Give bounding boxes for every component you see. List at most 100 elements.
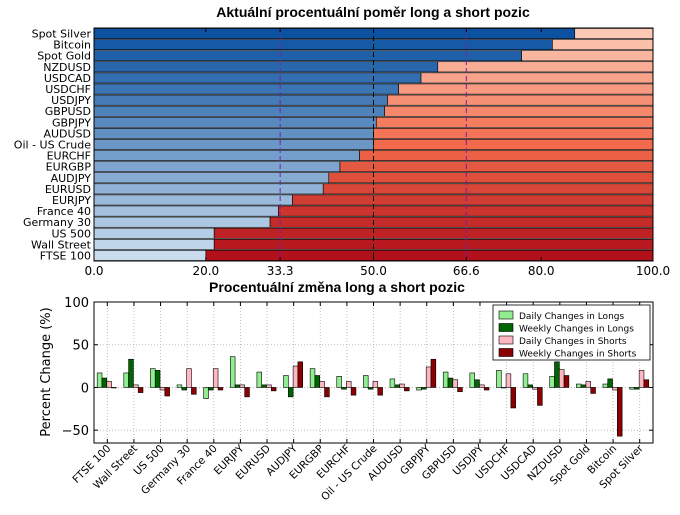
- bar-weekly-changes-in-shorts: [590, 387, 596, 394]
- bar-weekly-changes-in-longs: [500, 387, 507, 389]
- bar-daily-changes-in-longs: [256, 371, 262, 388]
- x-tick-label: 100.0: [636, 264, 670, 278]
- legend-swatch: [498, 310, 514, 320]
- bar-weekly-changes-in-shorts: [377, 387, 383, 396]
- short-bar-audusd: [373, 128, 654, 139]
- long-bar-usdcad: [93, 72, 422, 84]
- bar-weekly-changes-in-longs: [394, 384, 400, 388]
- x-tick-label: 33.3: [267, 264, 294, 278]
- bar-daily-changes-in-shorts: [346, 381, 352, 388]
- bar-weekly-changes-in-longs: [314, 375, 321, 388]
- bar-daily-changes-in-shorts: [239, 384, 245, 388]
- bar-daily-changes-in-shorts: [505, 373, 512, 388]
- short-bar-gbpjpy: [375, 116, 654, 128]
- legend-box: [492, 304, 651, 361]
- bar-daily-changes-in-longs: [229, 356, 236, 388]
- bar-daily-changes-in-shorts: [212, 368, 219, 388]
- bar-daily-changes-in-longs: [522, 373, 529, 388]
- category-label: Germany 30: [23, 216, 91, 229]
- bar-weekly-changes-in-longs: [261, 384, 267, 388]
- bar-weekly-changes-in-shorts: [244, 387, 250, 398]
- bar-daily-changes-in-longs: [496, 370, 502, 388]
- bar-daily-changes-in-shorts: [425, 366, 432, 388]
- bar-daily-changes-in-longs: [416, 387, 422, 391]
- legend-swatch: [498, 335, 514, 345]
- bar-weekly-changes-in-longs: [527, 384, 533, 388]
- category-label: US 500: [51, 227, 91, 240]
- short-bar-usdcad: [420, 72, 654, 84]
- short-bar-gbpusd: [384, 105, 654, 117]
- category-label: USDJPY: [51, 94, 91, 107]
- short-bar-eurchf: [359, 150, 654, 161]
- bar-daily-changes-in-longs: [336, 376, 342, 388]
- short-bar-spot-gold: [521, 50, 654, 62]
- legend-swatch: [498, 323, 514, 332]
- bar-daily-changes-in-shorts: [612, 387, 618, 391]
- category-label: USDCAD: [44, 72, 91, 85]
- bar-daily-changes-in-shorts: [292, 365, 299, 388]
- short-bar-germany-30: [269, 216, 654, 228]
- long-bar-nzdusd: [93, 61, 439, 73]
- long-bar-wall-street: [93, 238, 215, 250]
- bar-daily-changes-in-longs: [389, 378, 396, 388]
- long-bar-eurgbp: [93, 161, 341, 173]
- bar-weekly-changes-in-shorts: [617, 387, 623, 437]
- category-label: Spot Gold: [37, 50, 91, 63]
- bar-weekly-changes-in-longs: [367, 387, 374, 390]
- category-label: Spot Silver: [32, 28, 92, 41]
- bar-daily-changes-in-shorts: [159, 387, 166, 391]
- bar-weekly-changes-in-shorts: [510, 387, 516, 409]
- long-bar-gbpusd: [93, 105, 385, 117]
- bar-daily-changes-in-longs: [203, 387, 209, 399]
- long-bar-germany-30: [93, 216, 271, 228]
- category-label: FTSE 100: [40, 249, 91, 262]
- bar-weekly-changes-in-shorts: [350, 387, 357, 396]
- bar-daily-changes-in-shorts: [186, 368, 192, 388]
- category-label: GBPUSD: [45, 105, 91, 118]
- category-label: Bitcoin: [53, 39, 91, 52]
- x-tick-label: 80.0: [528, 264, 555, 278]
- category-label: EURGBP: [46, 161, 92, 174]
- bar-weekly-changes-in-shorts: [483, 387, 490, 391]
- y-tick-label: 100: [64, 296, 89, 311]
- y-tick-label: −50: [62, 424, 89, 439]
- bar-weekly-changes-in-shorts: [404, 387, 410, 392]
- long-bar-eurusd: [93, 183, 324, 195]
- long-bar-spot-gold: [93, 50, 522, 62]
- bar-daily-changes-in-longs: [283, 375, 289, 388]
- bar-weekly-changes-in-shorts: [270, 387, 277, 392]
- legend-label: Weekly Changes in Longs: [519, 325, 634, 335]
- legend-label: Weekly Changes in Shorts: [519, 350, 637, 360]
- legend-label: Daily Changes in Shorts: [519, 337, 627, 347]
- bar-weekly-changes-in-shorts: [430, 358, 437, 388]
- category-label: AUDJPY: [51, 172, 92, 185]
- bar-daily-changes-in-shorts: [638, 370, 645, 388]
- bar-daily-changes-in-shorts: [452, 379, 458, 388]
- bar-weekly-changes-in-shorts: [111, 387, 117, 389]
- bar-weekly-changes-in-longs: [101, 377, 108, 388]
- bar-weekly-changes-in-shorts: [297, 361, 303, 388]
- long-bar-ftse-100: [93, 250, 207, 261]
- bottom-chart-ylabel: Percent Change (%): [39, 307, 54, 436]
- bar-daily-changes-in-longs: [96, 372, 103, 388]
- category-label: AUDUSD: [43, 127, 91, 140]
- long-bar-oil-us-crude: [93, 139, 374, 150]
- bar-weekly-changes-in-shorts: [164, 387, 170, 397]
- bar-weekly-changes-in-shorts: [217, 387, 224, 391]
- short-bar-bitcoin: [552, 39, 654, 51]
- legend-swatch: [498, 348, 514, 357]
- category-label: EURUSD: [45, 183, 91, 196]
- short-bar-ftse-100: [205, 250, 654, 261]
- bar-daily-changes-in-longs: [469, 372, 475, 388]
- bar-weekly-changes-in-longs: [288, 387, 294, 398]
- y-tick-label: 0: [81, 381, 89, 396]
- bar-weekly-changes-in-longs: [580, 384, 587, 388]
- long-bar-gbpjpy: [93, 116, 377, 128]
- long-bar-eurchf: [93, 150, 360, 161]
- bar-weekly-changes-in-longs: [634, 387, 640, 390]
- long-bar-audjpy: [93, 172, 330, 184]
- bar-weekly-changes-in-shorts: [537, 387, 543, 406]
